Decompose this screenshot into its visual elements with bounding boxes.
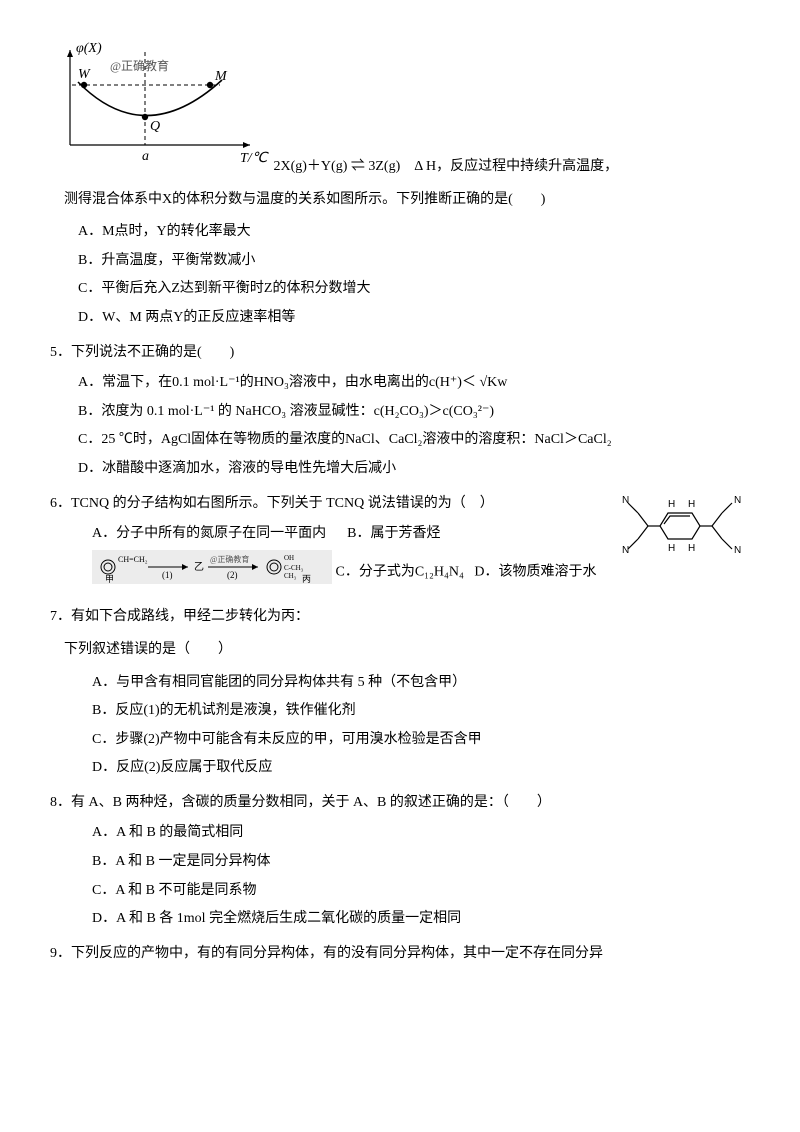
svg-text:CH=CH₂: CH=CH₂ [118,555,148,564]
q9-stem: 9．下列反应的产物中，有的有同分异构体，有的没有同分异构体，其中一定不存在同分异 [50,941,750,968]
synth-arrow1-label: (1) [162,570,173,580]
tcnq-structure: N N N N H H H H [610,491,750,572]
q7-option-A: A．与甲含有相同官能团的同分异构体共有 5 种（不包含甲） [92,670,750,697]
q4-line2: 测得混合体系中X的体积分数与温度的关系如图所示。下列推断正确的是( ) [50,187,750,214]
q6-option-A: A．分子中所有的氮原子在同一平面内 [92,526,326,541]
q4-option-C: C．平衡后充入Z达到新平衡时Z的体积分数增大 [78,276,750,303]
q7-line2: 下列叙述错误的是（ ） [50,637,750,664]
chart-watermark: @正确教育 [110,58,169,73]
svg-text:C-CH₃: C-CH₃ [284,564,304,572]
synth-label-mid: 乙 [194,561,204,573]
point-M-label: M [214,69,228,84]
q5-option-D: D．冰醋酸中逐滴加水，溶液的导电性先增大后减小 [78,456,750,483]
q5-option-B: B．浓度为 0.1 mol·L⁻¹ 的 NaHCO₃ 溶液显碱性：c(H₂CO₃… [78,399,750,426]
svg-text:H: H [668,499,675,510]
q6-option-D: D．该物质难溶于水 [474,564,596,579]
q8-option-A: A．A 和 B 的最简式相同 [92,820,750,847]
svg-text:N: N [622,495,629,506]
q7-option-B: B．反应(1)的无机试剂是液溴，铁作催化剂 [92,698,750,725]
svg-text:H: H [688,499,695,510]
y-axis-label: φ(X) [76,41,102,56]
q8-option-D: D．A 和 B 各 1mol 完全燃烧后生成二氧化碳的质量一定相同 [92,906,750,933]
synth-label-left: 甲 [105,574,114,584]
q5-option-A: A．常温下，在0.1 mol·L⁻¹的HNO₃溶液中，由水电离出的c(H⁺)＜ … [78,370,750,397]
q5-option-C: C．25 ℃时，AgCl固体在等物质的量浓度的NaCl、CaCl₂溶液中的溶度积… [78,427,750,454]
q8-option-C: C．A 和 B 不可能是同系物 [92,878,750,905]
synth-arrow2-label: (2) [227,570,238,580]
svg-text:OH: OH [284,554,294,562]
x-axis-label: T/℃ [240,151,270,166]
x-tick-a: a [142,149,149,164]
q7-synthesis-diagram: CH=CH₂ 甲 (1) 乙 @正确教育 (2) OH C-CH₃ CH₃ 丙 [92,550,332,595]
q6-option-B: B．属于芳香烃 [347,526,440,541]
svg-text:H: H [668,543,675,554]
q5-stem: 5．下列说法不正确的是( ) [50,340,750,367]
point-W-label: W [78,67,91,82]
svg-text:CH₃: CH₃ [284,572,297,580]
svg-text:N: N [622,545,629,556]
svg-text:N: N [734,545,741,556]
svg-text:N: N [734,495,741,506]
point-Q-label: Q [150,119,160,134]
q7-option-C: C．步骤(2)产物中可能含有未反应的甲，可用溴水检验是否含甲 [92,727,750,754]
q7-option-D: D．反应(2)反应属于取代反应 [92,755,750,782]
q7-stem: 7．有如下合成路线，甲经二步转化为丙： [50,604,750,631]
q6-option-C: C．分子式为C₁₂H₄N₄ [336,564,464,579]
synth-label-right: 丙 [302,574,311,584]
q8-option-B: B．A 和 B 一定是同分异构体 [92,849,750,876]
q8-stem: 8．有 A、B 两种烃，含碳的质量分数相同，关于 A、B 的叙述正确的是：（ ） [50,790,750,817]
q4-option-D: D．W、M 两点Y的正反应速率相等 [78,305,750,332]
q4-option-A: A．M点时，Y的转化率最大 [78,219,750,246]
synth-watermark: @正确教育 [210,554,249,564]
q4-option-B: B．升高温度，平衡常数减小 [78,248,750,275]
q4-equation-line: 2X(g)＋Y(g) ⇌ 3Z(g) Δ H，反应过程中持续升高温度， [274,159,619,174]
phi-x-chart: W Q M φ(X) T/℃ a @正确教育 [50,40,270,181]
svg-text:H: H [688,543,695,554]
